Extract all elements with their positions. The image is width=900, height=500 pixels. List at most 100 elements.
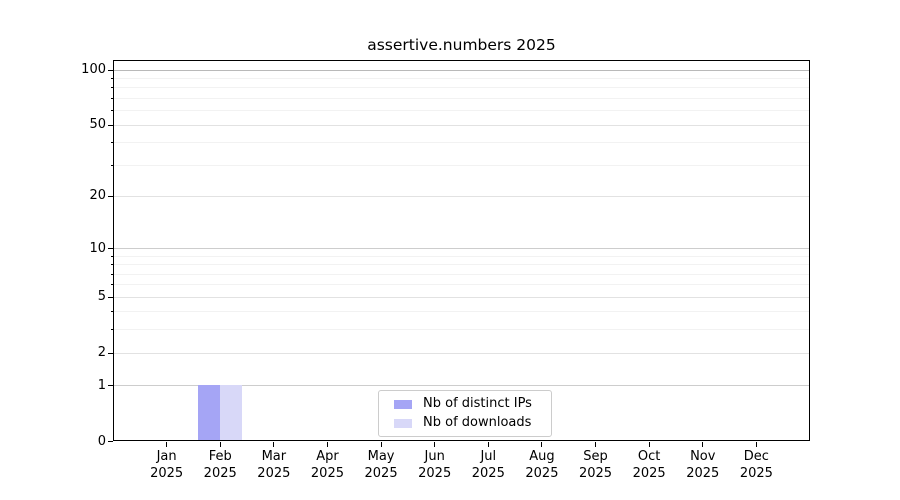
x-tick-year: 2025 xyxy=(257,466,291,481)
x-tick xyxy=(273,442,275,447)
x-tick xyxy=(541,442,543,447)
y-tick xyxy=(108,69,113,71)
y-tick-label: 5 xyxy=(97,289,106,305)
x-tick-label: Sep 2025 xyxy=(566,448,626,482)
x-tick-month: Dec xyxy=(743,449,769,464)
gridline-major xyxy=(113,248,810,250)
y-tick-label: 1 xyxy=(97,377,106,393)
x-tick xyxy=(166,442,168,447)
x-tick-year: 2025 xyxy=(364,466,398,481)
y-minor-tick xyxy=(111,97,113,99)
x-tick xyxy=(702,442,704,447)
legend-swatch xyxy=(394,399,412,409)
bar-distinct-ips xyxy=(198,385,221,441)
legend-item: Nb of downloads xyxy=(394,416,542,430)
y-tick xyxy=(108,296,113,298)
y-minor-tick xyxy=(111,264,113,266)
x-tick-label: May 2025 xyxy=(351,448,411,482)
x-tick-month: Apr xyxy=(316,449,339,464)
gridline-minor xyxy=(113,329,810,331)
plot-area-border xyxy=(113,60,810,441)
gridline-minor xyxy=(113,142,810,144)
y-minor-tick xyxy=(111,255,113,257)
chart-title: assertive.numbers 2025 xyxy=(367,36,556,54)
x-tick-month: Oct xyxy=(637,449,661,464)
x-tick-year: 2025 xyxy=(686,466,720,481)
gridline-minor xyxy=(113,255,810,257)
x-tick-month: Jul xyxy=(480,449,497,464)
y-tick-label: 50 xyxy=(89,117,106,133)
x-tick-year: 2025 xyxy=(578,466,613,481)
y-minor-tick xyxy=(111,87,113,89)
gridline-minor xyxy=(113,97,810,99)
x-tick-label: Dec 2025 xyxy=(726,448,786,482)
x-tick-year: 2025 xyxy=(471,466,505,481)
x-tick-label: Apr 2025 xyxy=(297,448,357,482)
y-tick-label: 10 xyxy=(89,240,106,256)
y-tick xyxy=(108,195,113,197)
x-tick xyxy=(755,442,757,447)
gridline-minor xyxy=(113,164,810,166)
y-minor-tick xyxy=(111,164,113,166)
y-minor-tick xyxy=(111,284,113,286)
x-tick-month: Aug xyxy=(529,449,555,464)
legend-swatch xyxy=(394,418,412,428)
y-tick xyxy=(108,352,113,354)
x-tick-month: Jun xyxy=(424,449,445,464)
gridline-major xyxy=(113,385,810,387)
y-minor-tick xyxy=(111,273,113,275)
x-tick-label: Feb 2025 xyxy=(190,448,250,482)
gridline-major xyxy=(113,352,810,354)
x-tick-label: Oct 2025 xyxy=(619,448,679,482)
x-tick xyxy=(326,442,328,447)
x-tick-label: Jan 2025 xyxy=(137,448,197,482)
x-tick-year: 2025 xyxy=(150,466,184,481)
gridline-minor xyxy=(113,264,810,266)
legend-item: Nb of distinct IPs xyxy=(394,397,542,411)
y-tick-label: 2 xyxy=(97,345,106,361)
legend-label: Nb of distinct IPs xyxy=(423,396,532,411)
y-tick-label: 20 xyxy=(89,188,106,204)
x-tick-month: Sep xyxy=(583,449,608,464)
bar-downloads xyxy=(220,385,243,441)
x-tick-label: Nov 2025 xyxy=(673,448,733,482)
gridline-minor xyxy=(113,77,810,79)
x-tick xyxy=(380,442,382,447)
y-minor-tick xyxy=(111,329,113,331)
x-tick-label: Jul 2025 xyxy=(458,448,518,482)
y-tick xyxy=(108,441,113,442)
x-tick-year: 2025 xyxy=(525,466,559,481)
x-tick-year: 2025 xyxy=(310,466,344,481)
x-tick xyxy=(487,442,489,447)
x-tick-month: Nov xyxy=(690,449,716,464)
y-tick-label: 0 xyxy=(97,433,106,449)
x-tick-month: Feb xyxy=(208,449,232,464)
gridline-minor xyxy=(113,311,810,313)
x-tick-month: May xyxy=(367,449,395,464)
y-minor-tick xyxy=(111,110,113,112)
legend: Nb of distinct IPs Nb of downloads xyxy=(378,390,552,437)
x-tick-label: Mar 2025 xyxy=(244,448,304,482)
x-tick xyxy=(434,442,436,447)
gridline-major xyxy=(113,195,810,197)
gridline-minor xyxy=(113,284,810,286)
x-tick-label: Aug 2025 xyxy=(512,448,572,482)
y-tick xyxy=(108,385,113,387)
x-tick-year: 2025 xyxy=(418,466,452,481)
y-minor-tick xyxy=(111,311,113,313)
x-tick xyxy=(648,442,650,447)
x-tick-month: Jan xyxy=(156,449,177,464)
gridline-major xyxy=(113,124,810,126)
y-tick xyxy=(108,124,113,126)
x-tick-month: Mar xyxy=(261,449,287,464)
x-tick-year: 2025 xyxy=(203,466,237,481)
x-tick xyxy=(219,442,221,447)
gridline-major xyxy=(113,296,810,298)
y-minor-tick xyxy=(111,77,113,79)
x-tick-year: 2025 xyxy=(632,466,666,481)
y-tick xyxy=(108,248,113,250)
y-tick-label: 100 xyxy=(81,62,106,78)
gridline-minor xyxy=(113,87,810,89)
legend-label: Nb of downloads xyxy=(423,415,532,430)
